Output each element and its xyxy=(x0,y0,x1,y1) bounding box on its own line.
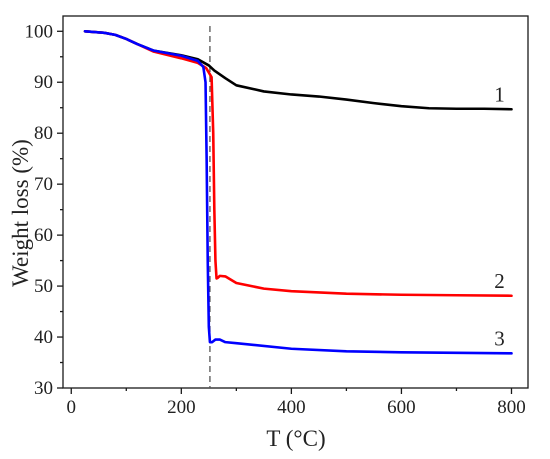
y-axis: 30 40 50 60 70 80 90 100 xyxy=(25,21,63,399)
y-tick-label: 60 xyxy=(34,225,53,246)
series-3-line xyxy=(83,29,513,355)
x-axis: 0 200 400 600 800 xyxy=(67,388,526,418)
x-tick-label: 0 xyxy=(67,397,77,418)
series-3-label: 3 xyxy=(494,326,505,350)
x-tick-label: 400 xyxy=(277,397,306,418)
y-tick-label: 80 xyxy=(34,123,53,144)
plot-area xyxy=(62,15,529,389)
y-tick-label: 90 xyxy=(34,72,53,93)
series-2-label: 2 xyxy=(494,269,505,293)
x-tick-label: 800 xyxy=(497,397,526,418)
y-axis-title: Weight loss (%) xyxy=(8,139,33,287)
x-tick-label: 600 xyxy=(387,397,416,418)
annotation-layer: 1 2 3 xyxy=(494,82,505,350)
series-2-line xyxy=(83,29,513,298)
x-tick-label: 200 xyxy=(167,397,196,418)
x-axis-title: T (°C) xyxy=(266,426,325,451)
y-tick-label: 70 xyxy=(34,174,53,195)
y-tick-label: 40 xyxy=(34,327,53,348)
plot-frame xyxy=(62,15,529,389)
series-layer xyxy=(83,29,513,355)
y-tick-label: 50 xyxy=(34,276,53,297)
y-tick-label: 100 xyxy=(25,21,54,42)
y-tick-label: 30 xyxy=(34,378,53,399)
series-1-label: 1 xyxy=(494,82,505,106)
series-1-line xyxy=(83,29,513,111)
